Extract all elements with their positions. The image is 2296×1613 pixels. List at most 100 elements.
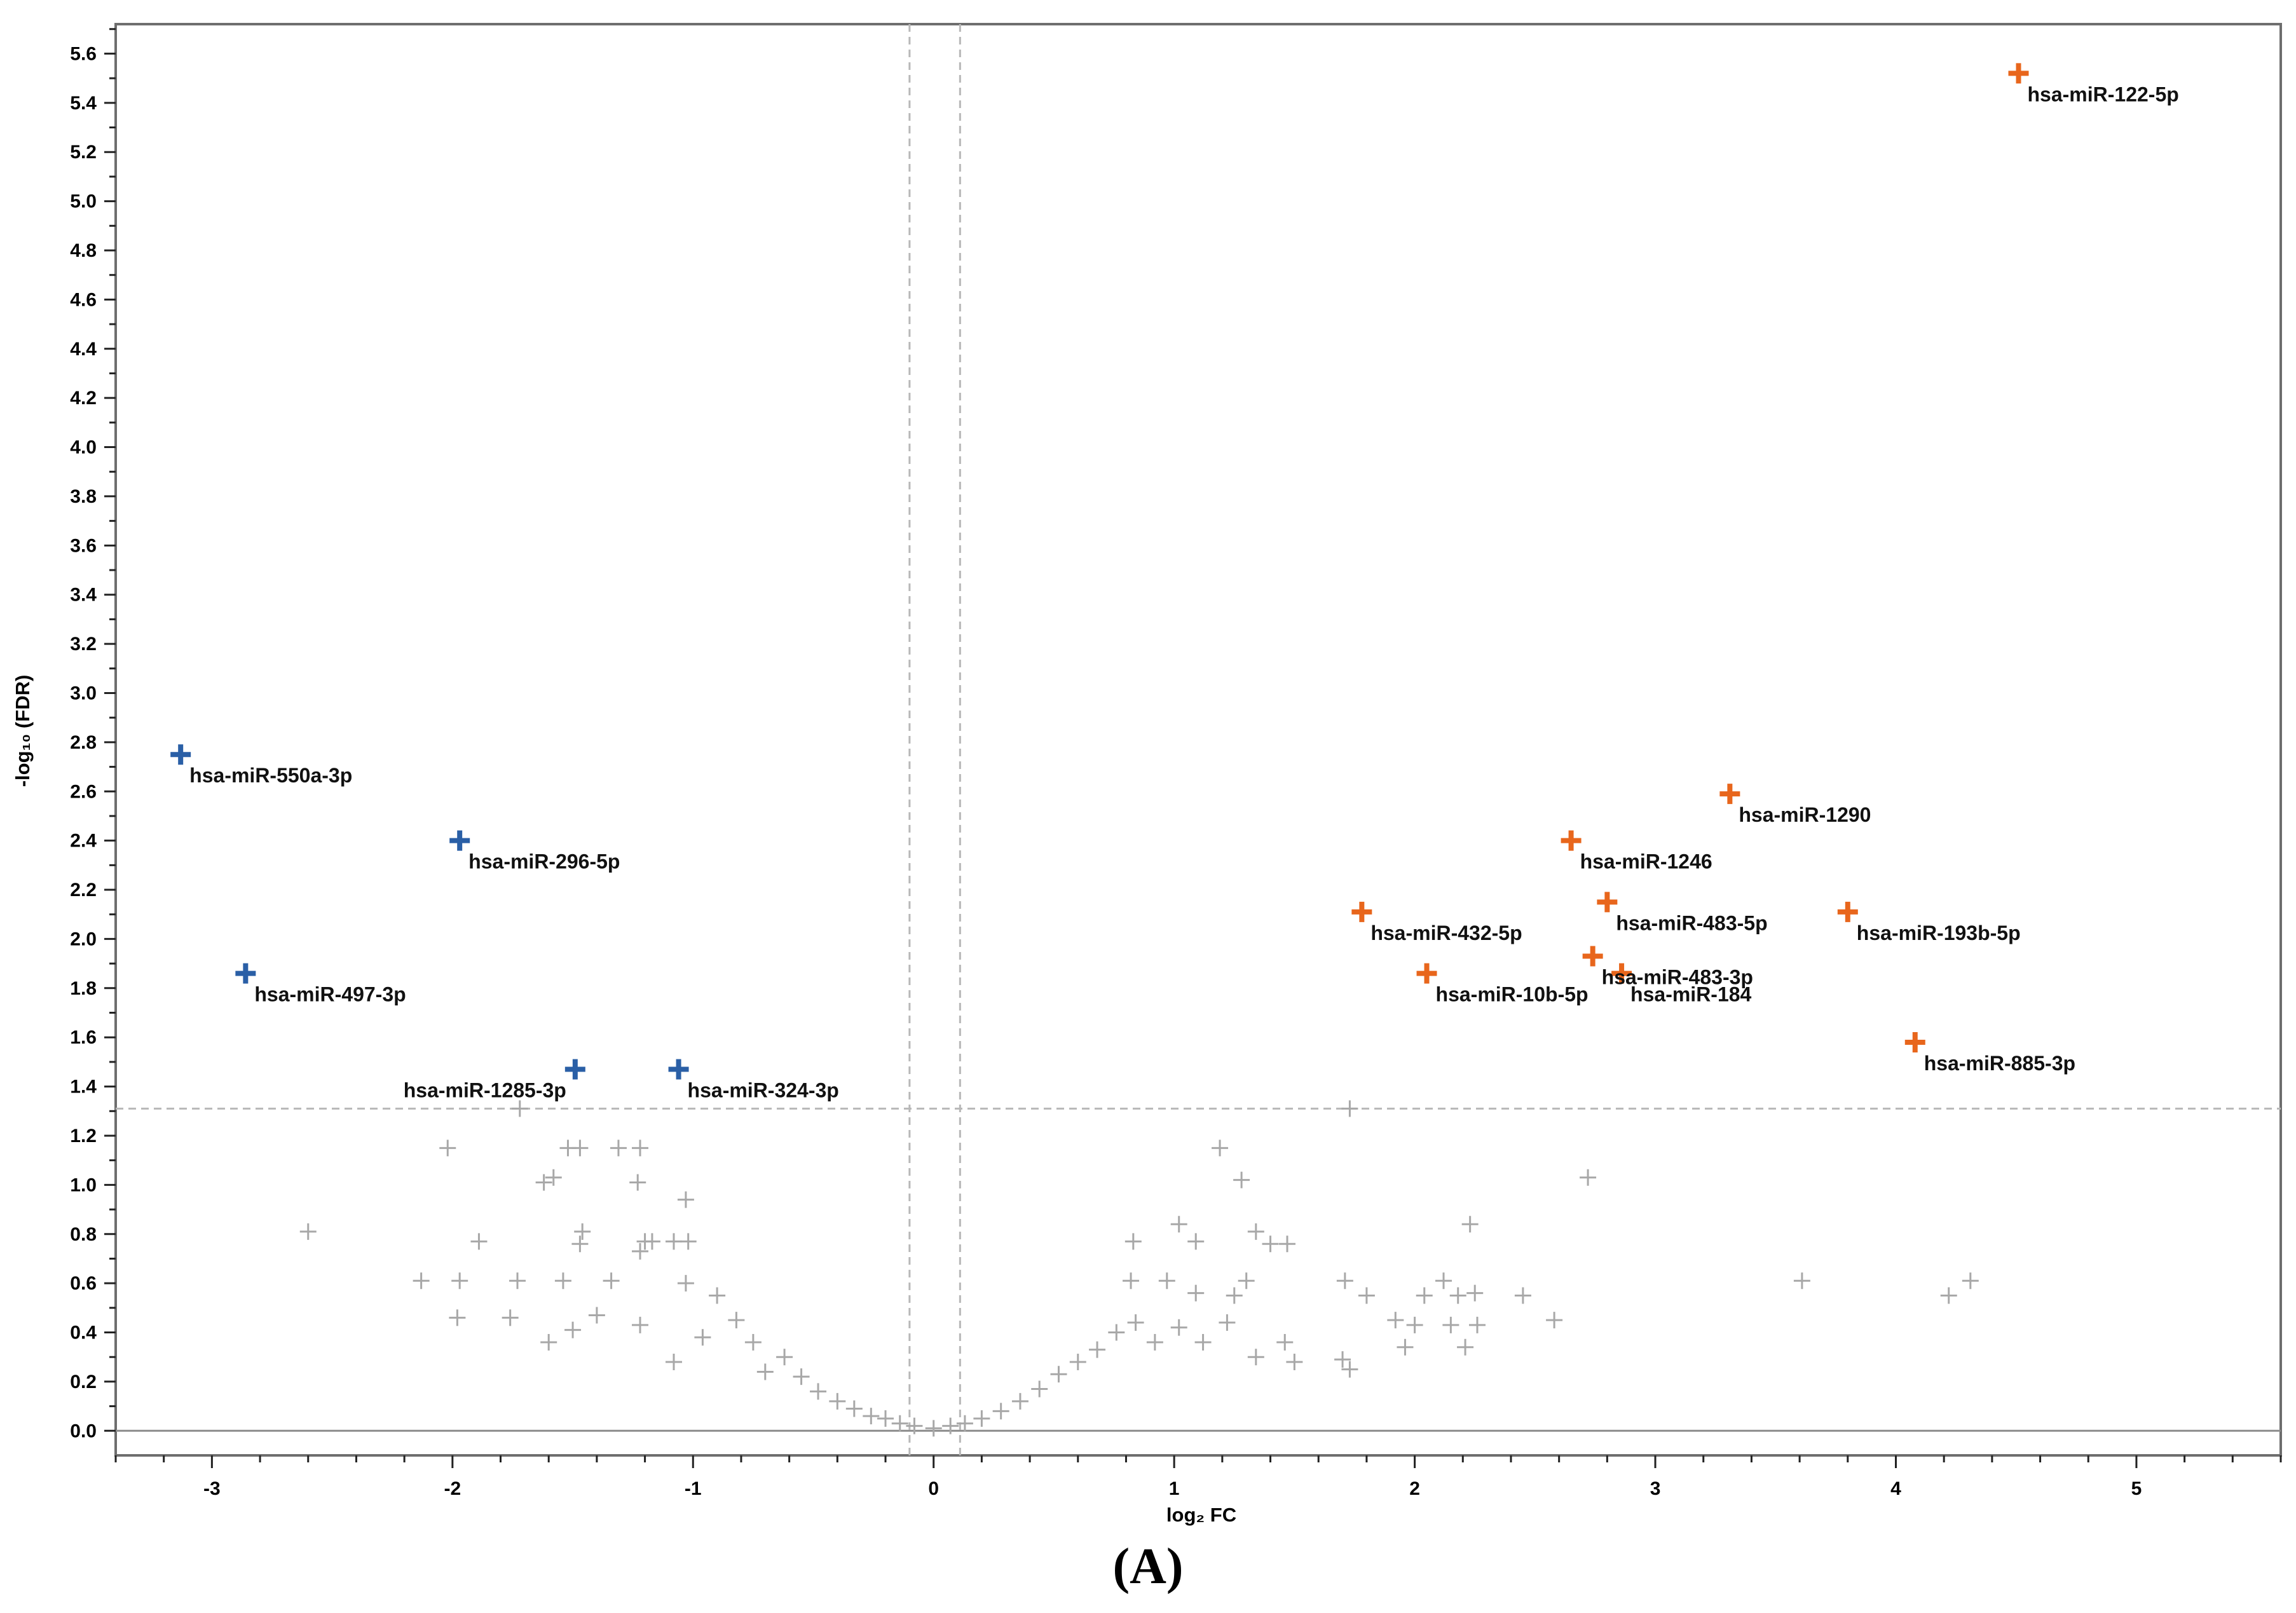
y-tick-label: 1.6 [70, 1027, 97, 1048]
y-axis-title: -log₁₀ (FDR) [11, 675, 34, 787]
up-regulated-point [2008, 63, 2029, 84]
ns-point [1546, 1312, 1563, 1329]
plot-frame [114, 23, 2282, 1457]
ns-point [413, 1272, 430, 1290]
ns-point [502, 1309, 519, 1326]
ns-point [1262, 1235, 1279, 1253]
ns-point [1187, 1233, 1205, 1250]
x-axis-ticks: -3 -2 -1 0 1 2 3 4 5 [114, 1455, 2282, 1499]
y-tick-label: 5.0 [70, 191, 97, 212]
y-tick-label: 4.0 [70, 437, 97, 458]
ns-point [1358, 1287, 1375, 1304]
ns-point [956, 1415, 973, 1432]
ns-point [1123, 1272, 1140, 1290]
ns-point [728, 1312, 745, 1329]
ns-point [629, 1174, 646, 1191]
ns-point [709, 1287, 726, 1304]
ns-point [863, 1408, 880, 1425]
x-tick-label: 5 [2131, 1478, 2142, 1499]
ns-point [509, 1272, 526, 1290]
ns-point [564, 1321, 582, 1338]
ns-point [1406, 1316, 1423, 1333]
point-label: hsa-miR-885-3p [1924, 1052, 2075, 1075]
y-tick-label: 0.2 [70, 1371, 97, 1392]
y-tick-label: 3.6 [70, 535, 97, 556]
ns-point [1435, 1272, 1452, 1290]
point-label: hsa-miR-1246 [1580, 850, 1712, 873]
x-tick-label: 3 [1650, 1478, 1661, 1499]
x-tick-label: 0 [928, 1478, 939, 1499]
ns-point [1226, 1287, 1243, 1304]
ns-point [1238, 1272, 1255, 1290]
point-labels: hsa-miR-550a-3p hsa-miR-296-5p hsa-miR-497… [189, 83, 2179, 1101]
up-regulated-point [1837, 901, 1858, 922]
y-tick-label: 5.6 [70, 43, 97, 64]
threshold-lines [116, 24, 2281, 1455]
ns-point [665, 1233, 682, 1250]
ns-point [1146, 1334, 1163, 1351]
ns-point [554, 1272, 571, 1290]
ns-point [1089, 1341, 1106, 1358]
ns-point [1336, 1272, 1353, 1290]
down-regulated-point [668, 1059, 689, 1080]
x-tick-label: 1 [1169, 1478, 1180, 1499]
point-label: hsa-miR-550a-3p [189, 764, 352, 787]
y-tick-label: 0.4 [70, 1323, 97, 1344]
ns-point [1514, 1287, 1531, 1304]
ns-point [1031, 1380, 1048, 1398]
point-label: hsa-miR-432-5p [1370, 922, 1522, 944]
ns-point [1457, 1338, 1474, 1356]
ns-point [643, 1233, 660, 1250]
ns-point [1341, 1100, 1358, 1117]
down-regulated-point [449, 830, 470, 851]
ns-point [756, 1363, 774, 1380]
ns-point [449, 1309, 466, 1326]
ns-point [1050, 1366, 1067, 1383]
y-tick-label: 0.6 [70, 1273, 97, 1294]
ns-point [1212, 1140, 1229, 1157]
y-tick-label: 1.4 [70, 1077, 97, 1098]
ns-point [451, 1272, 468, 1290]
ns-point [1793, 1272, 1810, 1290]
point-label: hsa-miR-497-3p [254, 983, 406, 1006]
y-tick-label: 1.0 [70, 1174, 97, 1195]
up-regulated-point [1904, 1031, 1925, 1052]
ns-point [588, 1307, 605, 1324]
ns-point [992, 1403, 1009, 1420]
ns-point [1449, 1287, 1466, 1304]
y-tick-label: 3.2 [70, 634, 97, 655]
ns-point [1387, 1312, 1404, 1329]
ns-point [793, 1368, 810, 1385]
ns-point [1170, 1319, 1187, 1336]
ns-point [665, 1353, 682, 1370]
ns-point [1416, 1287, 1433, 1304]
ns-point [744, 1334, 762, 1351]
up-regulated-point [1351, 901, 1372, 922]
ns-point [511, 1100, 528, 1117]
ns-point [1442, 1316, 1459, 1333]
point-label: hsa-miR-193b-5p [1857, 922, 2021, 944]
ns-point [1397, 1338, 1414, 1356]
ns-point [694, 1329, 711, 1346]
y-tick-label: 1.8 [70, 978, 97, 999]
point-label: hsa-miR-296-5p [468, 850, 620, 873]
ns-point [545, 1169, 562, 1186]
y-tick-label: 5.2 [70, 142, 97, 163]
ns-point [470, 1233, 488, 1250]
ns-point [973, 1410, 990, 1427]
ns-point [571, 1235, 589, 1253]
ns-point [829, 1392, 846, 1410]
point-label: hsa-miR-1290 [1739, 803, 1871, 826]
point-label: hsa-miR-483-5p [1616, 911, 1767, 934]
ns-point [603, 1272, 620, 1290]
y-tick-label: 3.4 [70, 585, 97, 606]
y-tick-label: 3.8 [70, 486, 97, 507]
ns-point [1962, 1272, 1979, 1290]
ns-point [1011, 1392, 1028, 1410]
ns-point [677, 1275, 694, 1292]
ns-point [810, 1383, 827, 1400]
ns-point [1194, 1334, 1212, 1351]
point-label: hsa-miR-1285-3p [404, 1079, 566, 1102]
ns-point [680, 1233, 697, 1250]
down-regulated-point [170, 744, 191, 765]
